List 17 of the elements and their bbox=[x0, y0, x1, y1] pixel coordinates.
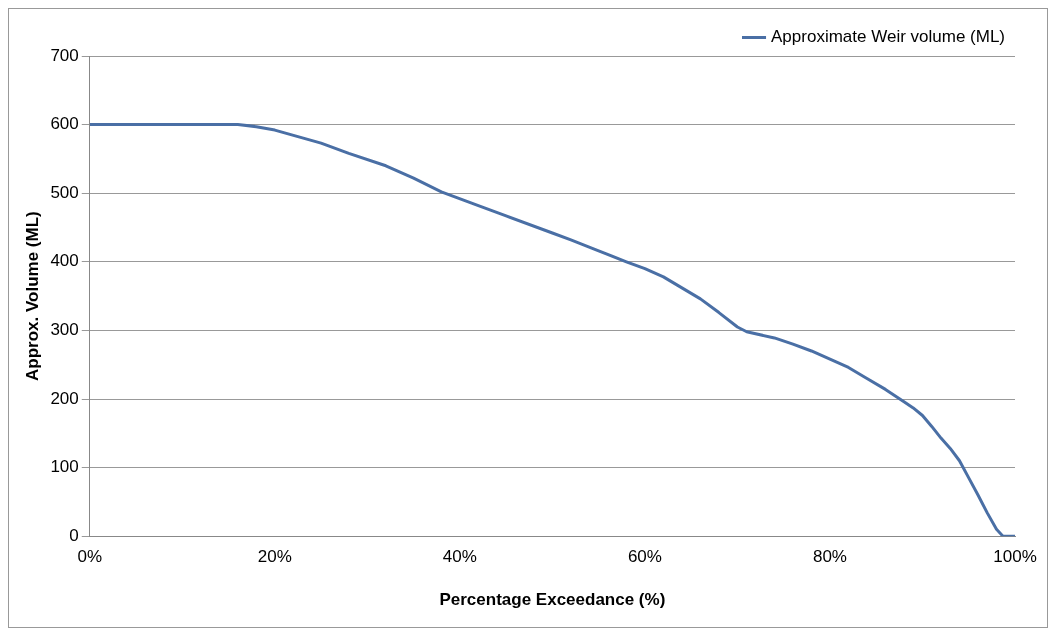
x-tick-label: 40% bbox=[442, 547, 477, 567]
x-tick-label: 0% bbox=[77, 547, 103, 567]
y-tick-label: 600 bbox=[50, 114, 79, 134]
x-tick-label: 60% bbox=[627, 547, 662, 567]
x-tick-label: 80% bbox=[812, 547, 847, 567]
y-tick-label: 700 bbox=[50, 45, 79, 65]
x-tick-label: 100% bbox=[993, 547, 1037, 567]
x-axis-title: Percentage Exceedance (%) bbox=[439, 590, 666, 610]
y-axis-title: Approx. Volume (ML) bbox=[22, 211, 42, 381]
y-tick-label: 200 bbox=[50, 388, 79, 408]
y-tick-label: 400 bbox=[50, 251, 79, 271]
y-tick-label: 500 bbox=[50, 182, 79, 202]
legend-label: Approximate Weir volume (ML) bbox=[771, 27, 1006, 47]
x-tick-label: 20% bbox=[257, 547, 292, 567]
y-tick-label: 300 bbox=[50, 320, 79, 340]
y-tick-label: 100 bbox=[50, 457, 79, 477]
y-tick-label: 0 bbox=[69, 525, 79, 545]
